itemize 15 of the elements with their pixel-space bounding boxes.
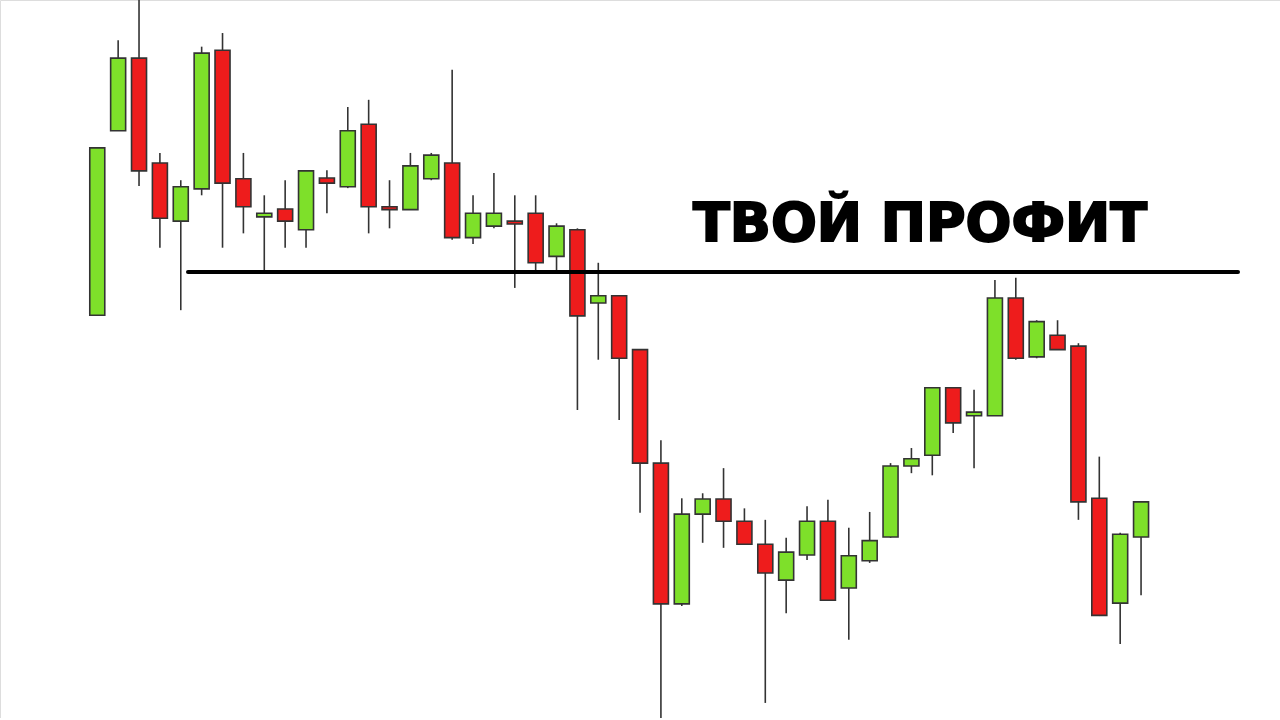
candlestick (422, 152, 440, 182)
candlestick (903, 447, 920, 474)
candlestick (715, 467, 732, 549)
candlestick (381, 179, 398, 230)
candlestick (1049, 319, 1066, 351)
candlestick (736, 507, 753, 546)
candlestick (318, 169, 336, 215)
annotation: ТВОЙ ПРОФИТ (692, 191, 1148, 254)
candlestick (694, 492, 711, 544)
candlestick (861, 511, 878, 564)
candlestick (589, 261, 607, 361)
candlestick (276, 179, 294, 249)
candlestick (485, 172, 503, 230)
candlestick (965, 389, 983, 469)
candlestick (506, 194, 524, 289)
